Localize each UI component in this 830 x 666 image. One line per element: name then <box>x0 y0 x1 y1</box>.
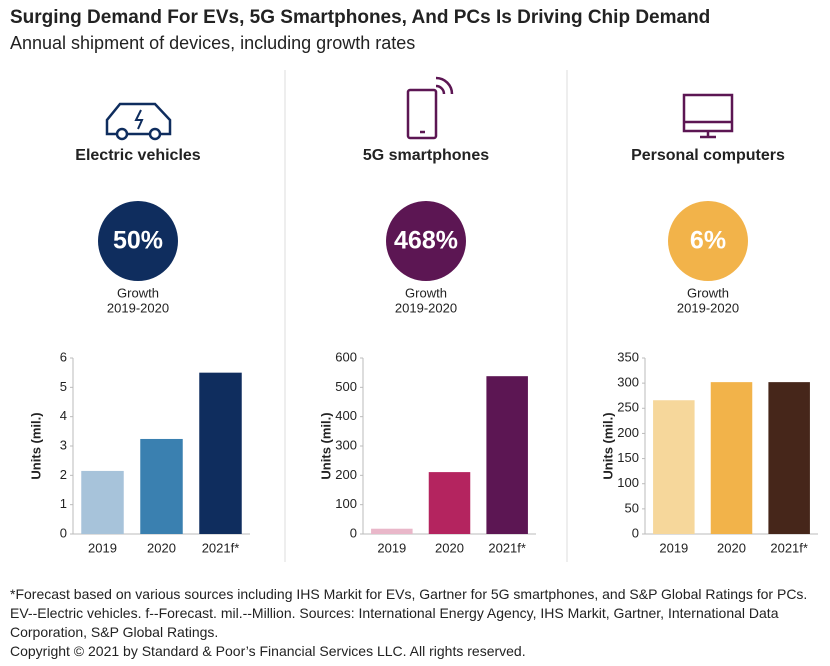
growth-circle <box>668 201 748 281</box>
y-axis-label: Units (mil.) <box>600 412 615 479</box>
growth-circle <box>98 201 178 281</box>
growth-circle <box>386 201 466 281</box>
x-tick-label: 2019 <box>377 540 406 555</box>
y-tick-label: 0 <box>60 525 67 540</box>
x-tick-label: 2021f* <box>488 540 526 555</box>
y-tick-label: 150 <box>617 450 639 465</box>
bar <box>199 372 242 534</box>
y-tick-label: 500 <box>335 379 357 394</box>
bar <box>653 400 695 534</box>
y-tick-label: 0 <box>632 525 639 540</box>
copyright: Copyright © 2021 by Standard & Poor’s Fi… <box>10 643 526 659</box>
title: Surging Demand For EVs, 5G Smartphones, … <box>10 7 710 28</box>
y-tick-label: 100 <box>335 496 357 511</box>
growth-caption: 2019-2020 <box>677 300 739 315</box>
x-tick-label: 2020 <box>435 540 464 555</box>
bar <box>81 470 124 534</box>
growth-caption: Growth <box>117 285 159 300</box>
y-tick-label: 350 <box>617 349 639 364</box>
y-tick-label: 200 <box>617 425 639 440</box>
x-tick-label: 2021f* <box>770 540 808 555</box>
phone-icon <box>406 76 454 140</box>
bar <box>428 472 471 534</box>
panel-title: 5G smartphones <box>363 147 489 164</box>
y-tick-label: 2 <box>60 467 67 482</box>
y-tick-label: 0 <box>350 525 357 540</box>
growth-label: 6% <box>690 227 726 255</box>
y-tick-label: 6 <box>60 349 67 364</box>
y-tick-label: 300 <box>335 437 357 452</box>
growth-caption: Growth <box>687 285 729 300</box>
monitor-icon <box>682 93 734 139</box>
y-tick-label: 5 <box>60 379 67 394</box>
footnote-block: *Forecast based on various sources inclu… <box>10 585 810 661</box>
y-tick-label: 300 <box>617 375 639 390</box>
y-tick-label: 600 <box>335 349 357 364</box>
bar <box>768 382 810 534</box>
y-tick-label: 200 <box>335 467 357 482</box>
y-tick-label: 4 <box>60 408 67 423</box>
bar <box>371 528 413 534</box>
bar <box>710 382 753 534</box>
x-tick-label: 2019 <box>88 540 117 555</box>
growth-label: 50% <box>113 227 163 255</box>
y-tick-label: 400 <box>335 408 357 423</box>
y-tick-label: 3 <box>60 437 67 452</box>
panel-title: Personal computers <box>631 147 785 164</box>
chart: Surging Demand For EVs, 5G Smartphones, … <box>10 7 818 562</box>
growth-caption: 2019-2020 <box>395 300 457 315</box>
y-tick-label: 50 <box>625 500 639 515</box>
panel-title: Electric vehicles <box>75 147 201 164</box>
footnote: *Forecast based on various sources inclu… <box>10 586 808 640</box>
subtitle: Annual shipment of devices, including gr… <box>10 33 415 53</box>
x-tick-label: 2020 <box>717 540 746 555</box>
bar <box>486 376 528 534</box>
car-icon <box>105 102 172 141</box>
x-tick-label: 2019 <box>659 540 688 555</box>
y-axis-label: Units (mil.) <box>318 412 333 479</box>
growth-caption: 2019-2020 <box>107 300 169 315</box>
bar <box>140 438 183 534</box>
x-tick-label: 2020 <box>147 540 176 555</box>
y-tick-label: 250 <box>617 400 639 415</box>
growth-caption: Growth <box>405 285 447 300</box>
x-tick-label: 2021f* <box>202 540 240 555</box>
growth-label: 468% <box>394 227 458 255</box>
y-axis-label: Units (mil.) <box>28 412 43 479</box>
y-tick-label: 100 <box>617 475 639 490</box>
y-tick-label: 1 <box>60 496 67 511</box>
